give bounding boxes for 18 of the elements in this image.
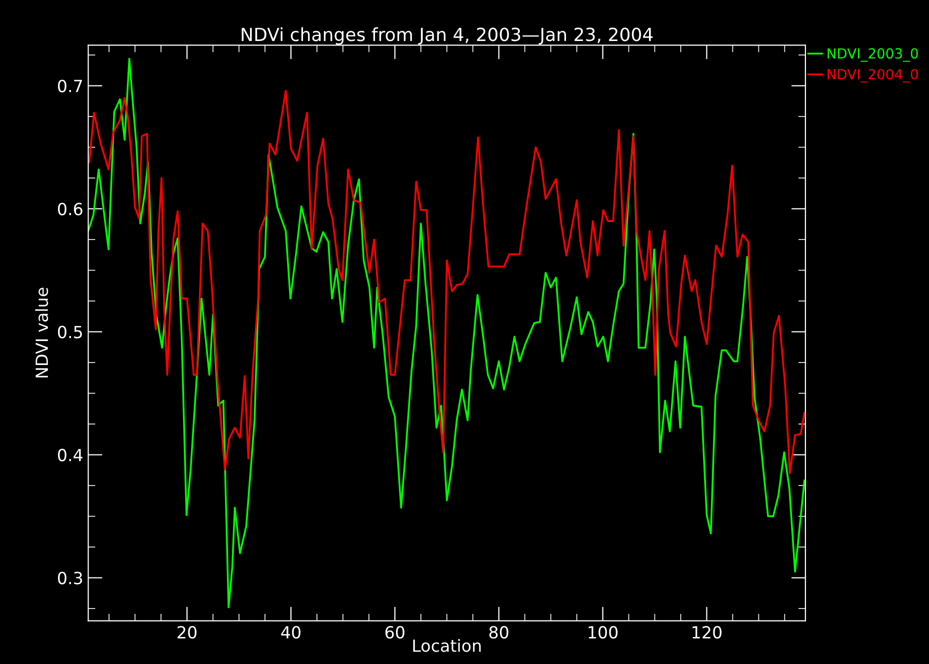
y-tick-label: 0.7	[58, 80, 82, 92]
y-tick-label: 0.3	[58, 572, 82, 584]
legend-label: NDVI_2003_0	[828, 48, 918, 62]
y-axis-title: NDVI value	[35, 288, 48, 378]
x-tick-label: 100	[588, 626, 618, 639]
legend-label: NDVI_2004_0	[828, 68, 918, 83]
y-tick-label: 0.4	[58, 448, 82, 462]
line-series	[88, 58, 806, 608]
x-tick-label: 40	[281, 626, 300, 639]
line-series	[88, 90, 806, 474]
x-tick-label: 20	[178, 626, 196, 639]
chart-title: NDVi changes from Jan 4, 2003—Jan 23, 2004	[242, 27, 653, 45]
y-tick-label: 0.6	[58, 202, 82, 216]
y-tick-label: 0.5	[58, 326, 82, 338]
x-axis-title: Location	[413, 639, 481, 652]
x-tick-label: 60	[385, 626, 404, 639]
x-tick-label: 120	[692, 626, 722, 639]
x-tick-label: 80	[489, 626, 508, 639]
